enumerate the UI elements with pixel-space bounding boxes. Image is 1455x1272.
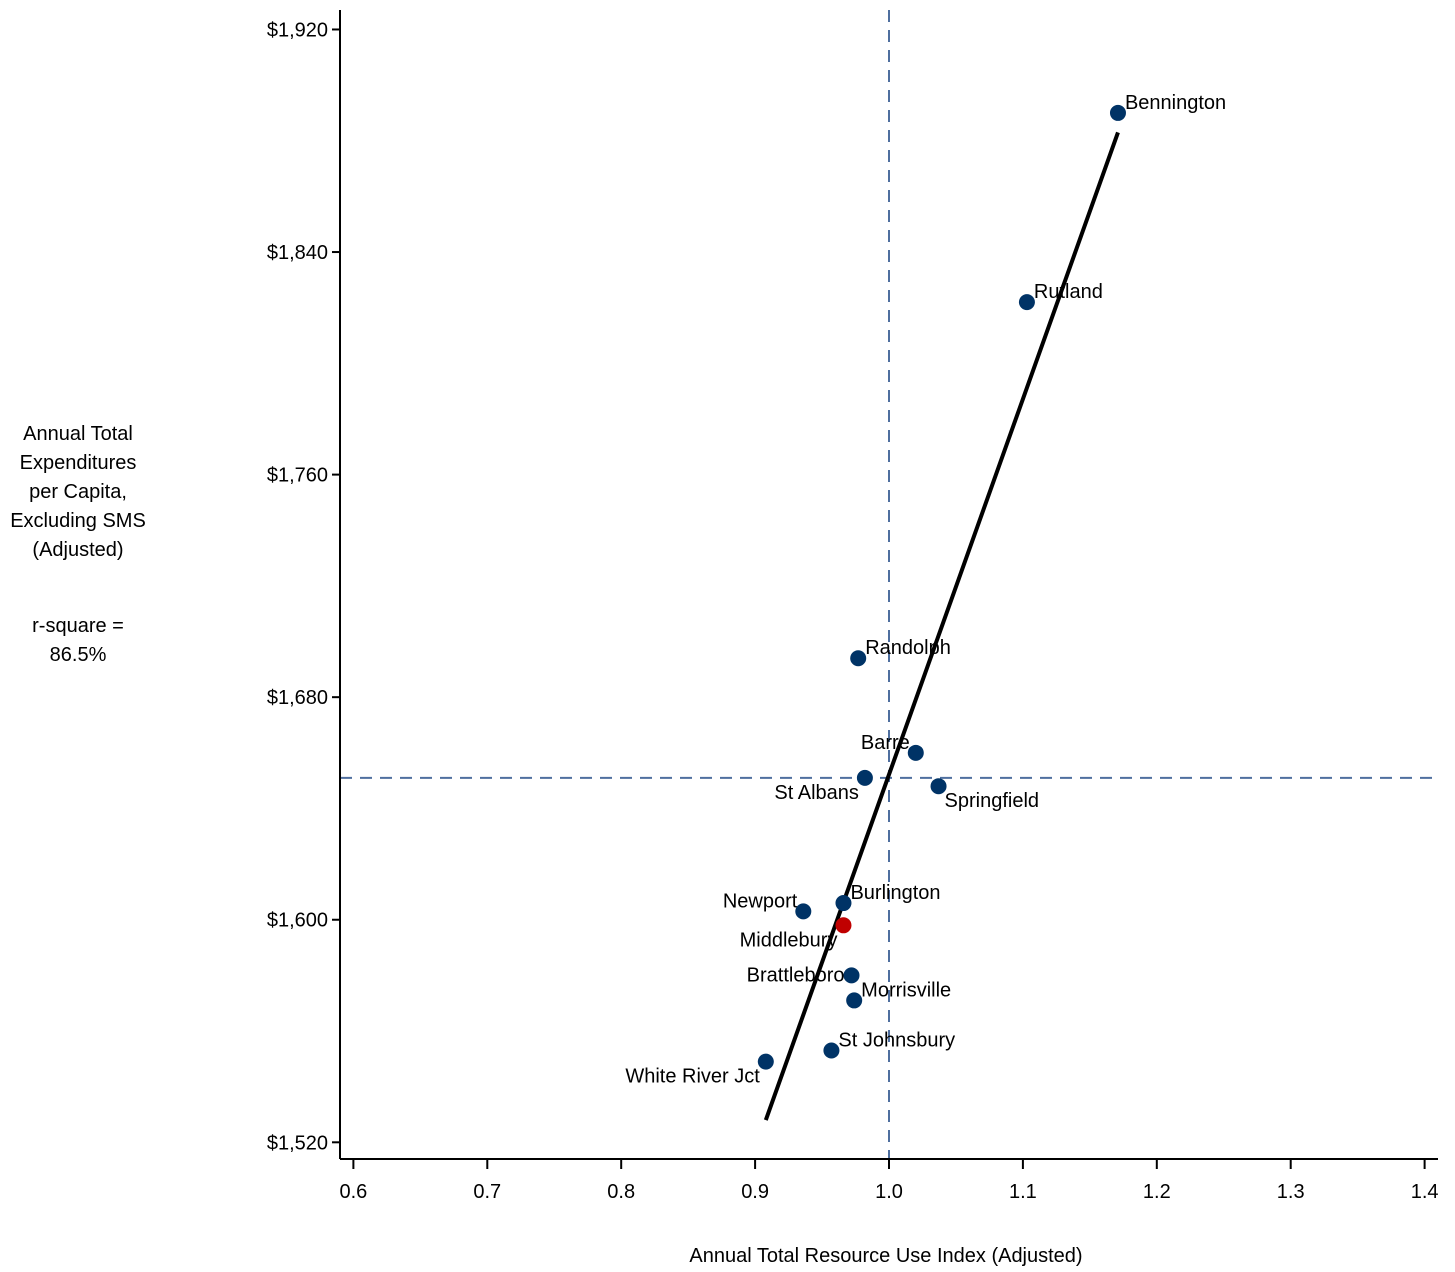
point-label: Brattleboro (747, 964, 845, 986)
point-label: Randolph (865, 637, 951, 659)
data-point (795, 903, 812, 920)
x-tick-label: 1.0 (875, 1181, 903, 1203)
fit-line-layer (763, 131, 1120, 1121)
data-point-highlighted (835, 917, 852, 934)
point-label: Rutland (1034, 281, 1103, 303)
r-square-line: r-square = (32, 615, 124, 637)
data-point (1018, 294, 1035, 311)
data-point (823, 1042, 840, 1059)
data-point (835, 895, 852, 912)
y-axis-label-line: Annual Total (23, 423, 133, 445)
y-axis-label-line: per Capita, (29, 481, 127, 503)
x-tick-label: 0.7 (473, 1181, 501, 1203)
data-point (846, 992, 863, 1009)
r-square-line: 86.5% (49, 644, 107, 666)
x-tick-label: 1.2 (1143, 1181, 1171, 1203)
point-label: Springfield (945, 790, 1040, 812)
x-tick-label: 1.1 (1009, 1181, 1037, 1203)
x-tick-label: 0.6 (339, 1181, 367, 1203)
y-tick-label: $1,840 (267, 242, 328, 264)
point-label: Newport (723, 890, 798, 912)
y-axis-label-line: (Adjusted) (32, 539, 124, 561)
data-point (930, 778, 947, 795)
x-tick-label: 0.9 (741, 1181, 769, 1203)
r-square-annotation: r-square = 86.5% (0, 612, 156, 670)
x-axis-label: Annual Total Resource Use Index (Adjuste… (689, 1245, 1083, 1267)
point-label: Morrisville (861, 979, 951, 1001)
y-tick-label: $1,600 (267, 910, 328, 932)
data-point (757, 1053, 774, 1070)
point-label: St Albans (774, 782, 859, 804)
y-tick-label: $1,680 (267, 687, 328, 709)
x-tick-label: 0.8 (607, 1181, 635, 1203)
x-tick-label: 1.4 (1411, 1181, 1439, 1203)
point-label: White River Jct (625, 1066, 760, 1088)
y-axis-label-line: Excluding SMS (10, 510, 146, 532)
data-point (843, 967, 860, 984)
regression-fit-line (763, 131, 1120, 1121)
point-label: Middlebury (740, 929, 838, 951)
point-label: St Johnsbury (838, 1029, 955, 1051)
point-labels: Bennington Rutland Randolph Barre St Albans S… (625, 92, 1226, 1088)
data-points (757, 104, 1126, 1070)
y-tick-label: $1,520 (267, 1132, 328, 1154)
axes: $1,520 $1,600 $1,680 $1,760 $1,840 $1,920 0.6 0… (267, 10, 1439, 1203)
y-tick-label: $1,920 (267, 19, 328, 41)
y-tick-label: $1,760 (267, 465, 328, 487)
y-axis-label-line: Expenditures (19, 452, 137, 474)
point-label: Bennington (1125, 92, 1226, 114)
data-point (1109, 104, 1126, 121)
point-label: Barre (861, 732, 910, 754)
point-label: Burlington (850, 882, 940, 904)
data-point (856, 769, 873, 786)
x-tick-label: 1.3 (1277, 1181, 1305, 1203)
data-point (907, 744, 924, 761)
data-point (850, 650, 867, 667)
y-axis-label: Annual Total Expenditures per Capita, Ex… (0, 420, 156, 565)
